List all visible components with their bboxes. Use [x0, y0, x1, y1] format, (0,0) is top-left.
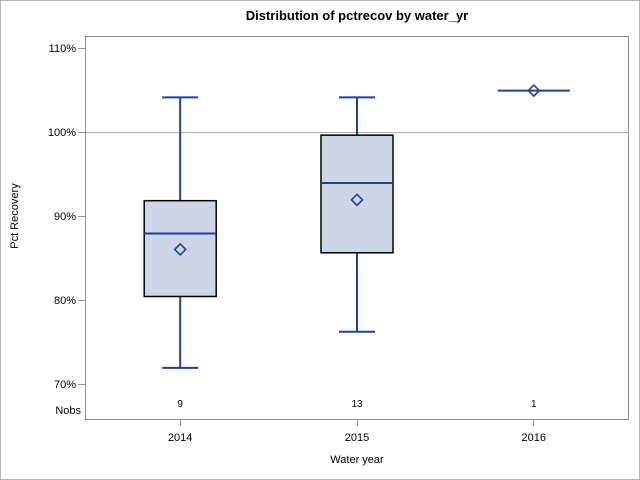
y-tick-mark [78, 48, 85, 50]
nobs-value-2016: 1 [531, 399, 537, 410]
x-tick-label-2014: 2014 [167, 432, 193, 444]
y-tick-mark [78, 384, 85, 386]
y-tick-label: 70% [53, 378, 76, 391]
x-tick-mark [533, 420, 535, 426]
nobs-axis-label: Nobs [55, 405, 81, 417]
box-2014 [143, 199, 217, 298]
y-axis-title: Pct Recovery [9, 183, 21, 249]
mean-diamond-2016 [527, 83, 541, 98]
y-tick-mark [78, 300, 85, 302]
y-tick-mark [78, 132, 85, 134]
y-tick-label: 90% [53, 210, 76, 223]
nobs-value-2015: 13 [351, 399, 363, 410]
boxplot-svg [85, 83, 629, 369]
x-tick-label-2016: 2016 [521, 432, 547, 444]
mean-diamond-2014 [173, 242, 187, 257]
y-tick-label: 100% [47, 126, 76, 139]
x-tick-mark [179, 420, 181, 426]
x-tick-mark [356, 420, 358, 426]
x-axis-title: Water year [330, 454, 384, 466]
y-tick-label: 110% [48, 42, 76, 55]
chart-title: Distribution of pctrecov by water_yr [245, 8, 469, 23]
y-tick-label: 80% [53, 294, 76, 307]
x-tick-label-2015: 2015 [344, 432, 370, 444]
mean-diamond-2015 [350, 193, 364, 207]
y-tick-mark [78, 216, 85, 218]
nobs-value-2014: 9 [177, 399, 183, 410]
